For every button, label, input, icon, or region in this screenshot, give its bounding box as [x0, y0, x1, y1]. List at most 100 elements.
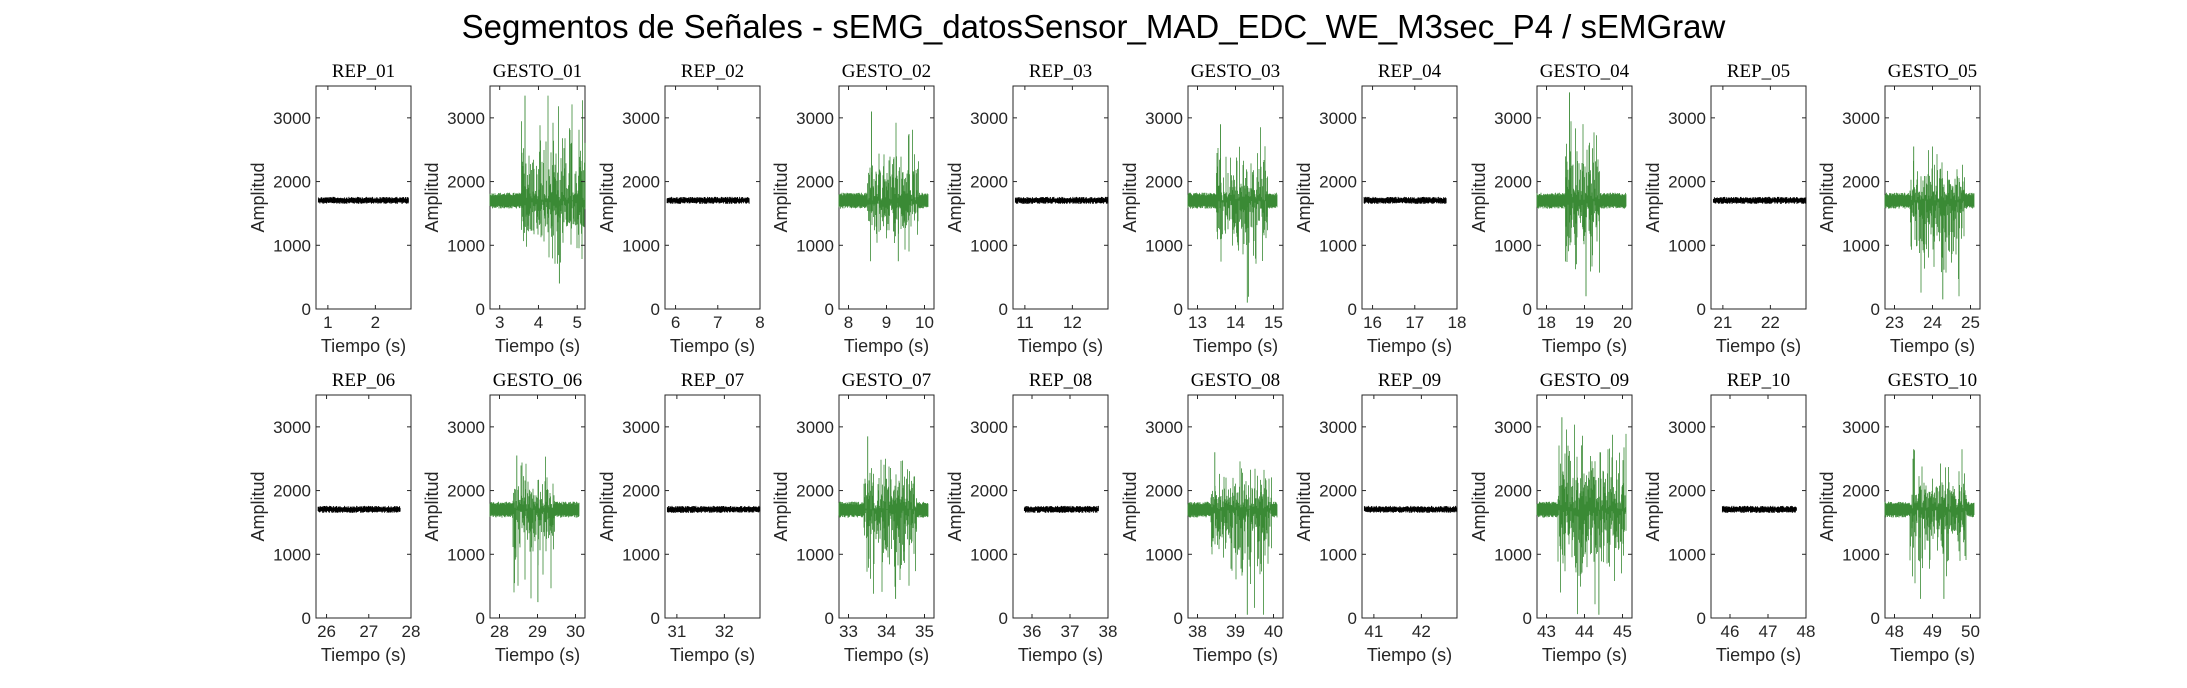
y-tick-label: 0: [825, 609, 834, 628]
y-tick-label: 2000: [1145, 482, 1183, 501]
y-tick-label: 1000: [1319, 236, 1357, 255]
y-tick-label: 0: [1697, 609, 1706, 628]
y-tick-label: 2000: [622, 482, 660, 501]
x-axis-label: Tiempo (s): [495, 336, 580, 356]
y-tick-label: 0: [1871, 609, 1880, 628]
y-tick-label: 0: [1697, 300, 1706, 319]
x-tick-label: 8: [755, 313, 764, 332]
x-tick-label: 45: [1613, 622, 1632, 641]
y-tick-label: 0: [1348, 609, 1357, 628]
x-tick-label: 36: [1023, 622, 1042, 641]
subplot-title: REP_08: [1029, 370, 1092, 391]
y-tick-label: 3000: [1842, 418, 1880, 437]
x-tick-label: 39: [1226, 622, 1245, 641]
y-tick-label: 2000: [622, 173, 660, 192]
signal-trace: [489, 95, 586, 264]
y-tick-label: 2000: [970, 482, 1008, 501]
y-tick-label: 1000: [970, 545, 1008, 564]
x-tick-label: 49: [1923, 622, 1942, 641]
y-tick-label: 3000: [1668, 109, 1706, 128]
y-tick-label: 3000: [970, 418, 1008, 437]
x-tick-label: 26: [317, 622, 336, 641]
y-tick-label: 2000: [796, 482, 834, 501]
subplot-rep_02: 0 1000 2000 3000 6 7 8 REP_02 Tiempo (s) Amplitud: [597, 61, 765, 356]
y-tick-label: 0: [1348, 300, 1357, 319]
x-tick-label: 18: [1537, 313, 1556, 332]
x-tick-label: 38: [1188, 622, 1207, 641]
y-tick-label: 2000: [1319, 173, 1357, 192]
signal-peaks: [1214, 452, 1248, 615]
signal-trace: [317, 505, 401, 513]
x-tick-label: 8: [844, 313, 853, 332]
y-tick-label: 2000: [1145, 173, 1183, 192]
subplot-title: GESTO_10: [1888, 370, 1977, 391]
y-tick-label: 1000: [1668, 236, 1706, 255]
y-axis-label: Amplitud: [1120, 471, 1140, 541]
subplot-rep_04: 0 1000 2000 3000 16 17 18 REP_04 Tiempo (s) Ampli…: [1294, 61, 1466, 356]
signal-trace: [1721, 505, 1797, 513]
x-tick-label: 13: [1188, 313, 1207, 332]
y-tick-label: 1000: [796, 545, 834, 564]
x-tick-label: 19: [1575, 313, 1594, 332]
x-tick-label: 4: [534, 313, 543, 332]
subplot-title: REP_05: [1727, 61, 1790, 82]
y-tick-label: 1000: [1319, 545, 1357, 564]
signal-peaks: [1220, 124, 1248, 303]
y-tick-label: 1000: [970, 236, 1008, 255]
x-tick-label: 12: [1063, 313, 1082, 332]
y-tick-label: 1000: [1494, 236, 1532, 255]
subplot-gesto_04: 0 1000 2000 3000 18 19 20 GESTO_04 Tiempo (s) Amp…: [1469, 61, 1633, 356]
x-axis-label: Tiempo (s): [1716, 645, 1801, 665]
subplot-gesto_03: 0 1000 2000 3000 13 14 15 GESTO_03 Tiempo (s) Amp…: [1120, 61, 1284, 356]
x-tick-label: 40: [1264, 622, 1283, 641]
x-tick-label: 6: [671, 313, 680, 332]
y-axis-label: Amplitud: [1643, 471, 1663, 541]
y-axis-label: Amplitud: [1469, 162, 1489, 232]
subplot-rep_08: 0 1000 2000 3000 36 37 38 REP_08 Tiempo (s) Ampli…: [945, 370, 1117, 665]
x-tick-label: 22: [1761, 313, 1780, 332]
y-axis-label: Amplitud: [1817, 471, 1837, 541]
x-tick-label: 48: [1885, 622, 1904, 641]
y-tick-label: 0: [1174, 300, 1183, 319]
y-tick-label: 0: [302, 300, 311, 319]
x-tick-label: 34: [877, 622, 896, 641]
subplot-title: GESTO_09: [1540, 370, 1629, 391]
y-tick-label: 3000: [447, 109, 485, 128]
x-axis-label: Tiempo (s): [1018, 336, 1103, 356]
x-tick-label: 48: [1797, 622, 1816, 641]
signal-trace: [1884, 146, 1975, 297]
x-tick-label: 27: [359, 622, 378, 641]
y-axis-label: Amplitud: [422, 162, 442, 232]
x-tick-label: 2: [371, 313, 380, 332]
subplot-title: GESTO_07: [842, 370, 931, 391]
y-tick-label: 0: [476, 609, 485, 628]
y-tick-label: 3000: [970, 109, 1008, 128]
signal-trace: [1363, 505, 1458, 513]
signal-peaks: [871, 111, 899, 262]
signal-trace: [317, 196, 409, 204]
y-tick-label: 3000: [1842, 109, 1880, 128]
y-axis-label: Amplitud: [1643, 162, 1663, 232]
y-tick-label: 0: [1523, 609, 1532, 628]
y-tick-label: 3000: [447, 418, 485, 437]
y-tick-label: 3000: [1319, 418, 1357, 437]
x-axis-label: Tiempo (s): [1367, 336, 1452, 356]
y-tick-label: 3000: [1494, 418, 1532, 437]
x-axis-label: Tiempo (s): [321, 645, 406, 665]
y-tick-label: 3000: [1145, 418, 1183, 437]
x-tick-label: 17: [1405, 313, 1424, 332]
y-tick-label: 3000: [273, 418, 311, 437]
y-tick-label: 2000: [447, 482, 485, 501]
y-axis-label: Amplitud: [597, 471, 617, 541]
subplot-gesto_05: 0 1000 2000 3000 23 24 25 GESTO_05 Tiempo (s) Amp…: [1817, 61, 1981, 356]
x-tick-label: 37: [1061, 622, 1080, 641]
x-axis-label: Tiempo (s): [844, 336, 929, 356]
y-tick-label: 1000: [622, 236, 660, 255]
x-tick-label: 30: [566, 622, 585, 641]
y-tick-label: 2000: [970, 173, 1008, 192]
axes-box: [1361, 394, 1458, 619]
x-tick-label: 1: [323, 313, 332, 332]
y-tick-label: 1000: [273, 545, 311, 564]
y-tick-label: 0: [651, 300, 660, 319]
y-tick-label: 2000: [1842, 173, 1880, 192]
